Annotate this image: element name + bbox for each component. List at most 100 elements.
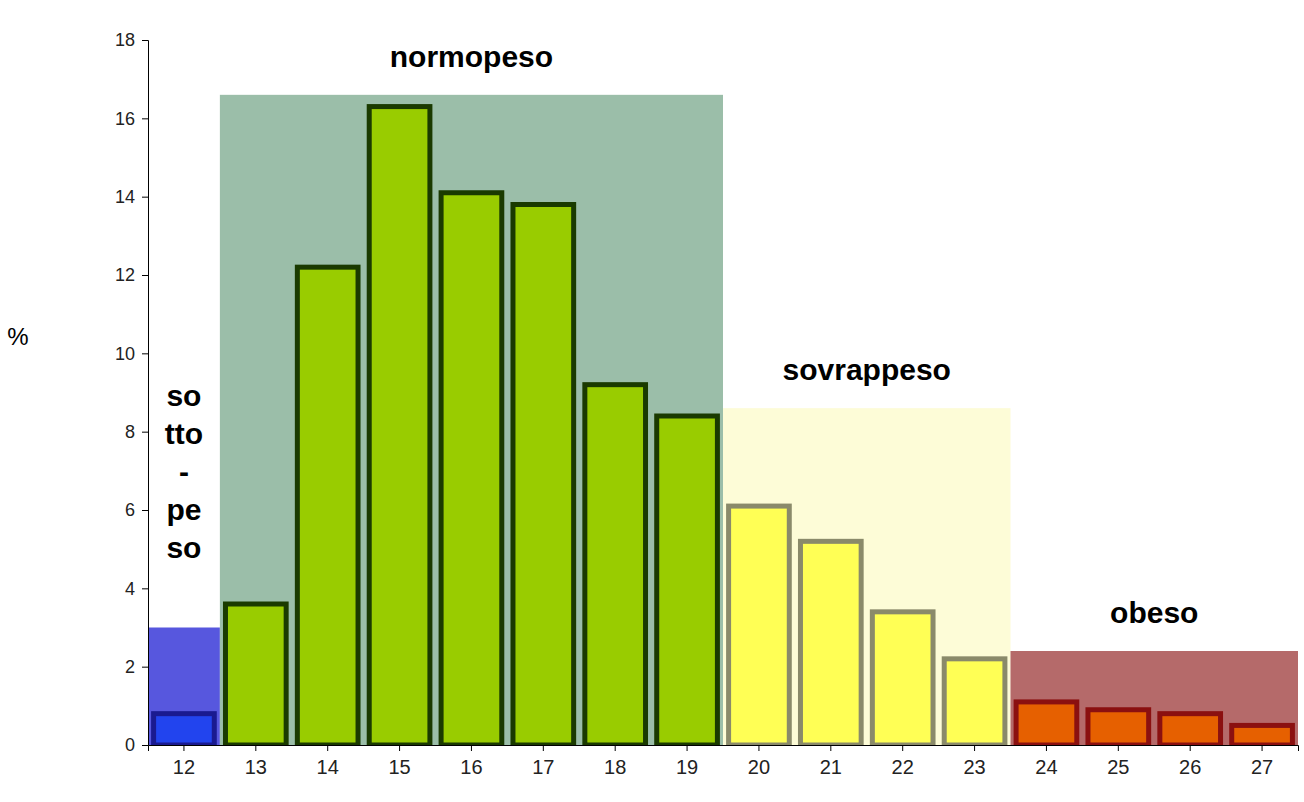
region-label: pe [166,493,201,526]
chart: 0246810121416181213141516171819202122232… [0,0,1304,802]
bar [872,612,933,745]
bar [729,506,790,745]
y-tick-label: 4 [125,579,135,599]
y-tick: 0 [125,735,148,755]
x-tick-label: 13 [245,756,267,778]
x-tick-mark [543,745,544,751]
region-label: obeso [1110,596,1198,629]
x-tick-label: 26 [1179,756,1201,778]
region-band [220,95,723,745]
y-tick-mark [142,353,148,354]
y-axis-title: % [7,323,28,350]
x-tick-mark [830,745,831,751]
y-tick-label: 10 [115,344,135,364]
x-tick: 16 [460,745,482,778]
x-tick: 20 [748,745,770,778]
y-tick-label: 8 [125,422,135,442]
bar [225,604,286,745]
x-tick: 21 [820,745,842,778]
y-tick-mark [142,197,148,198]
y-tick-mark [142,510,148,511]
x-tick-label: 18 [604,756,626,778]
x-tick-label: 25 [1107,756,1129,778]
y-axis: 0 2 4 6 8 10 12 14 16 18 [115,30,149,755]
bar [1232,725,1293,745]
x-tick-label: 16 [460,756,482,778]
x-tick-label: 21 [820,756,842,778]
y-tick-mark [142,588,148,589]
x-tick-label: 12 [173,756,195,778]
x-tick-mark [687,745,688,751]
bar [585,385,646,745]
region-label: tto [165,417,203,450]
x-tick-label: 23 [963,756,985,778]
y-tick-label: 12 [115,265,135,285]
bar [800,541,861,745]
y-tick: 12 [115,265,148,285]
y-tick: 2 [125,657,148,677]
y-tick-mark [142,432,148,433]
bar [657,416,718,745]
x-tick-mark [327,745,328,751]
y-axis-line [142,41,149,746]
x-tick-label: 15 [388,756,410,778]
x-tick-mark [471,745,472,751]
marks [148,95,1298,745]
x-tick-mark [1262,745,1263,751]
y-tick: 6 [125,500,148,520]
x-tick-mark [399,745,400,751]
x-tick: 18 [604,745,626,778]
y-tick-label: 14 [115,187,135,207]
y-tick-label: 0 [125,735,135,755]
y-tick-label: 2 [125,657,135,677]
y-tick-mark [142,667,148,668]
x-tick: 14 [317,745,339,778]
region-label: sovrappeso [783,353,951,386]
x-tick-label: 20 [748,756,770,778]
bar [944,659,1005,745]
bar [1088,710,1149,745]
y-tick: 18 [115,30,148,50]
x-tick-label: 24 [1035,756,1057,778]
x-tick: 13 [245,745,267,778]
y-tick: 8 [125,422,148,442]
x-tick-mark [1190,745,1191,751]
y-tick-label: 16 [115,109,135,129]
region-label: so [166,379,201,412]
x-tick: 27 [1251,745,1273,778]
bar [441,193,502,745]
x-axis-line [149,746,1299,752]
x-tick-mark [758,745,759,751]
region-label: - [179,455,189,488]
x-tick-mark [183,745,184,751]
bar [513,205,574,746]
x-axis: 12 13 14 15 16 17 18 19 20 21 22 23 24 25 26 27 [149,745,1299,778]
x-tick-mark [1046,745,1047,751]
bar [297,267,358,745]
x-tick: 26 [1179,745,1201,778]
x-tick: 25 [1107,745,1129,778]
x-tick: 24 [1035,745,1057,778]
bar [1160,714,1221,745]
x-tick-label: 27 [1251,756,1273,778]
region-label: so [166,531,201,564]
bar [154,714,215,745]
x-tick-mark [1118,745,1119,751]
x-tick: 23 [963,745,985,778]
x-tick-label: 17 [532,756,554,778]
y-tick-mark [142,745,148,746]
x-tick-label: 14 [317,756,339,778]
region-band [148,628,220,746]
y-tick-mark [142,118,148,119]
bar [1016,702,1077,745]
x-tick-mark [902,745,903,751]
plot: 0246810121416181213141516171819202122232… [115,30,1299,778]
x-tick-label: 19 [676,756,698,778]
x-tick-label: 22 [892,756,914,778]
region-band [1011,651,1299,745]
x-tick-mark [615,745,616,751]
x-tick-mark [974,745,975,751]
y-tick-mark [142,40,148,41]
x-tick: 15 [388,745,410,778]
y-tick-mark [142,275,148,276]
